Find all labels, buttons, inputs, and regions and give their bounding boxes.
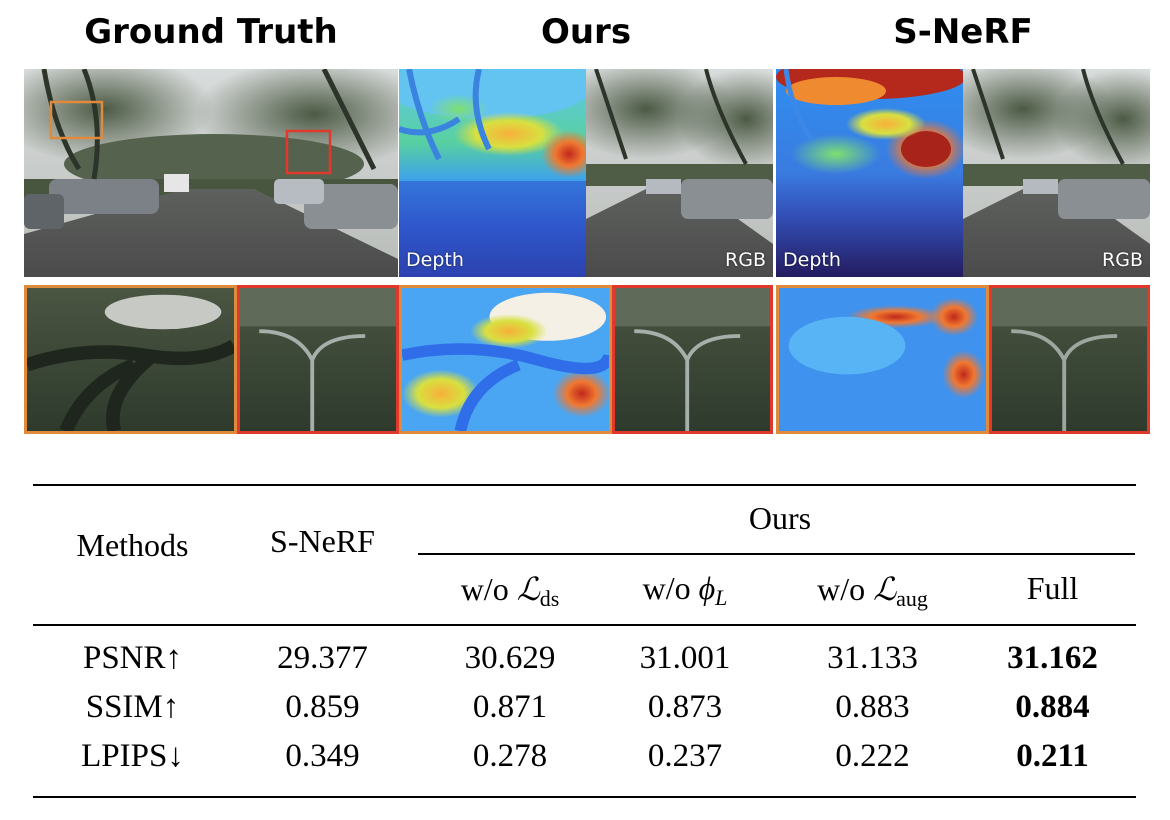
full-header: Full <box>1026 570 1079 606</box>
row-ssim-snerf: 0.859 <box>285 689 360 725</box>
table-bottom-rule <box>33 796 1136 798</box>
wo-aug-header: w/o ℒaug <box>817 571 928 611</box>
wo-phi-header: w/o ϕL <box>642 570 728 610</box>
row-psnr-wo-phi: 31.001 <box>639 640 731 676</box>
row-psnr-full: 31.162 <box>1007 640 1098 676</box>
snerf-depth-image: Depth <box>776 69 963 277</box>
row-psnr-wo-ds: 30.629 <box>464 640 556 676</box>
snerf-header: S-NeRF <box>270 523 375 559</box>
row-ssim-wo-aug: 0.883 <box>835 689 910 725</box>
row-ssim-metric: SSIM↑ <box>85 689 180 725</box>
row-lpips-wo-phi: 0.237 <box>647 738 723 774</box>
row-lpips-wo-ds: 0.278 <box>472 738 548 774</box>
table-mid-rule <box>33 624 1136 626</box>
row-psnr-wo-aug: 31.133 <box>827 640 918 676</box>
ground-truth-image <box>24 69 398 277</box>
gt-crop-tree <box>24 285 237 434</box>
row-lpips-wo-aug: 0.222 <box>835 738 910 774</box>
row-ssim-wo-phi: 0.873 <box>647 689 723 725</box>
ours-rgb-label: RGB <box>725 249 766 271</box>
ground-truth-title: Ground Truth <box>84 12 338 52</box>
red-crop-marker <box>285 129 332 175</box>
snerf-rgb-image: RGB <box>963 69 1150 277</box>
row-psnr-metric: PSNR↑ <box>82 640 183 676</box>
ours-group-rule <box>418 553 1135 555</box>
row-lpips-metric: LPIPS↓ <box>81 738 184 774</box>
ours-header: Ours <box>748 500 812 536</box>
snerf-title: S-NeRF <box>893 12 1033 52</box>
snerf-depth-label: Depth <box>783 249 841 271</box>
ours-depth-image: Depth <box>399 69 586 277</box>
ours-depth-label: Depth <box>406 249 464 271</box>
snerf-crop-rgb <box>989 285 1150 434</box>
wo-ds-header: w/o ℒds <box>460 571 560 611</box>
row-ssim-full: 0.884 <box>1015 689 1090 725</box>
ours-crop-rgb <box>612 285 773 434</box>
snerf-crop-depth <box>776 285 989 434</box>
ours-rgb-image: RGB <box>586 69 773 277</box>
table-top-rule <box>33 484 1136 486</box>
gt-crop-lamp <box>237 285 399 434</box>
snerf-rgb-label: RGB <box>1102 249 1143 271</box>
row-lpips-snerf: 0.349 <box>285 738 360 774</box>
row-ssim-wo-ds: 0.871 <box>472 689 548 725</box>
orange-crop-marker <box>49 100 104 140</box>
methods-header: Methods <box>76 527 189 563</box>
row-psnr-snerf: 29.377 <box>277 640 368 676</box>
row-lpips-full: 0.211 <box>1016 738 1089 774</box>
ours-title: Ours <box>540 12 632 52</box>
ours-crop-depth <box>399 285 612 434</box>
